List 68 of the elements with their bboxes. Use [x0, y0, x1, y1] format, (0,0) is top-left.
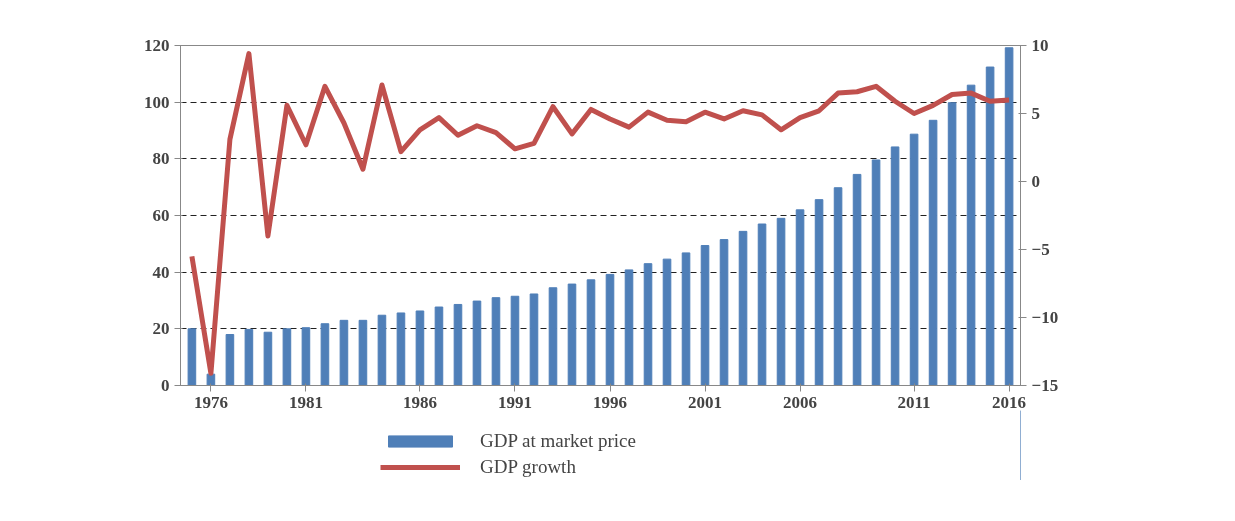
x-tick-label: 1981 — [288, 392, 323, 412]
y2-tick-label: 10 — [1031, 36, 1049, 55]
x-tick-label: 2011 — [897, 392, 931, 412]
bar — [871, 159, 881, 386]
bar — [187, 328, 197, 386]
bar — [738, 230, 748, 386]
bar — [320, 323, 330, 386]
bar — [263, 331, 273, 386]
bar — [529, 293, 539, 386]
x-tick-label: 1991 — [497, 392, 532, 412]
bar — [586, 279, 596, 386]
y-tick-label: 120 — [144, 36, 170, 55]
bar — [282, 328, 292, 386]
y-tick-label: 40 — [152, 262, 170, 282]
bar — [833, 187, 843, 386]
y-tick-label: 20 — [152, 319, 170, 339]
bar — [453, 303, 463, 386]
bar — [700, 245, 710, 386]
y2-tick-label: −10 — [1031, 308, 1059, 327]
bar — [415, 310, 425, 386]
y-tick-label: 60 — [152, 206, 170, 225]
bar — [624, 269, 634, 386]
bar — [757, 223, 767, 386]
bar — [947, 102, 957, 386]
legend-label: GDP at market price — [480, 430, 636, 452]
bar — [434, 306, 444, 386]
bar — [206, 373, 216, 386]
bar — [909, 133, 919, 386]
y2-tick-label: −5 — [1031, 240, 1050, 259]
bar — [225, 334, 235, 386]
bar — [795, 209, 805, 386]
x-tick-label: 2001 — [688, 392, 723, 412]
bar — [377, 314, 387, 386]
bar — [358, 319, 368, 386]
legend-label: GDP growth — [480, 456, 576, 478]
bar — [852, 173, 862, 386]
bar — [814, 199, 824, 386]
y2-tick-label: 5 — [1031, 104, 1040, 123]
bar — [985, 66, 995, 386]
bar — [966, 84, 976, 386]
bar — [662, 258, 672, 386]
y-tick-label: 100 — [144, 92, 170, 112]
bar — [890, 146, 900, 386]
x-tick-label: 1996 — [593, 392, 627, 412]
x-tick-label: 2016 — [992, 392, 1027, 412]
y-tick-label: 80 — [152, 149, 170, 169]
y2-tick-label: −15 — [1031, 376, 1059, 395]
bar — [339, 319, 349, 386]
x-tick-label: 1976 — [193, 392, 228, 412]
y2-tick-label: 0 — [1031, 172, 1040, 191]
bar — [681, 252, 691, 386]
x-tick-label: 1986 — [402, 392, 437, 412]
bar — [776, 217, 786, 386]
bar — [719, 239, 729, 386]
y-tick-label: 0 — [161, 376, 170, 395]
bar — [244, 328, 254, 386]
bar — [301, 327, 311, 386]
bar — [548, 287, 558, 386]
bar — [567, 283, 577, 386]
bar — [396, 312, 406, 386]
bar — [1004, 47, 1014, 386]
bar — [643, 263, 653, 386]
bar — [605, 273, 615, 386]
bar — [510, 295, 520, 386]
bar — [472, 300, 482, 386]
x-tick-label: 2006 — [783, 392, 818, 412]
bar — [928, 119, 938, 386]
bar — [491, 297, 501, 386]
